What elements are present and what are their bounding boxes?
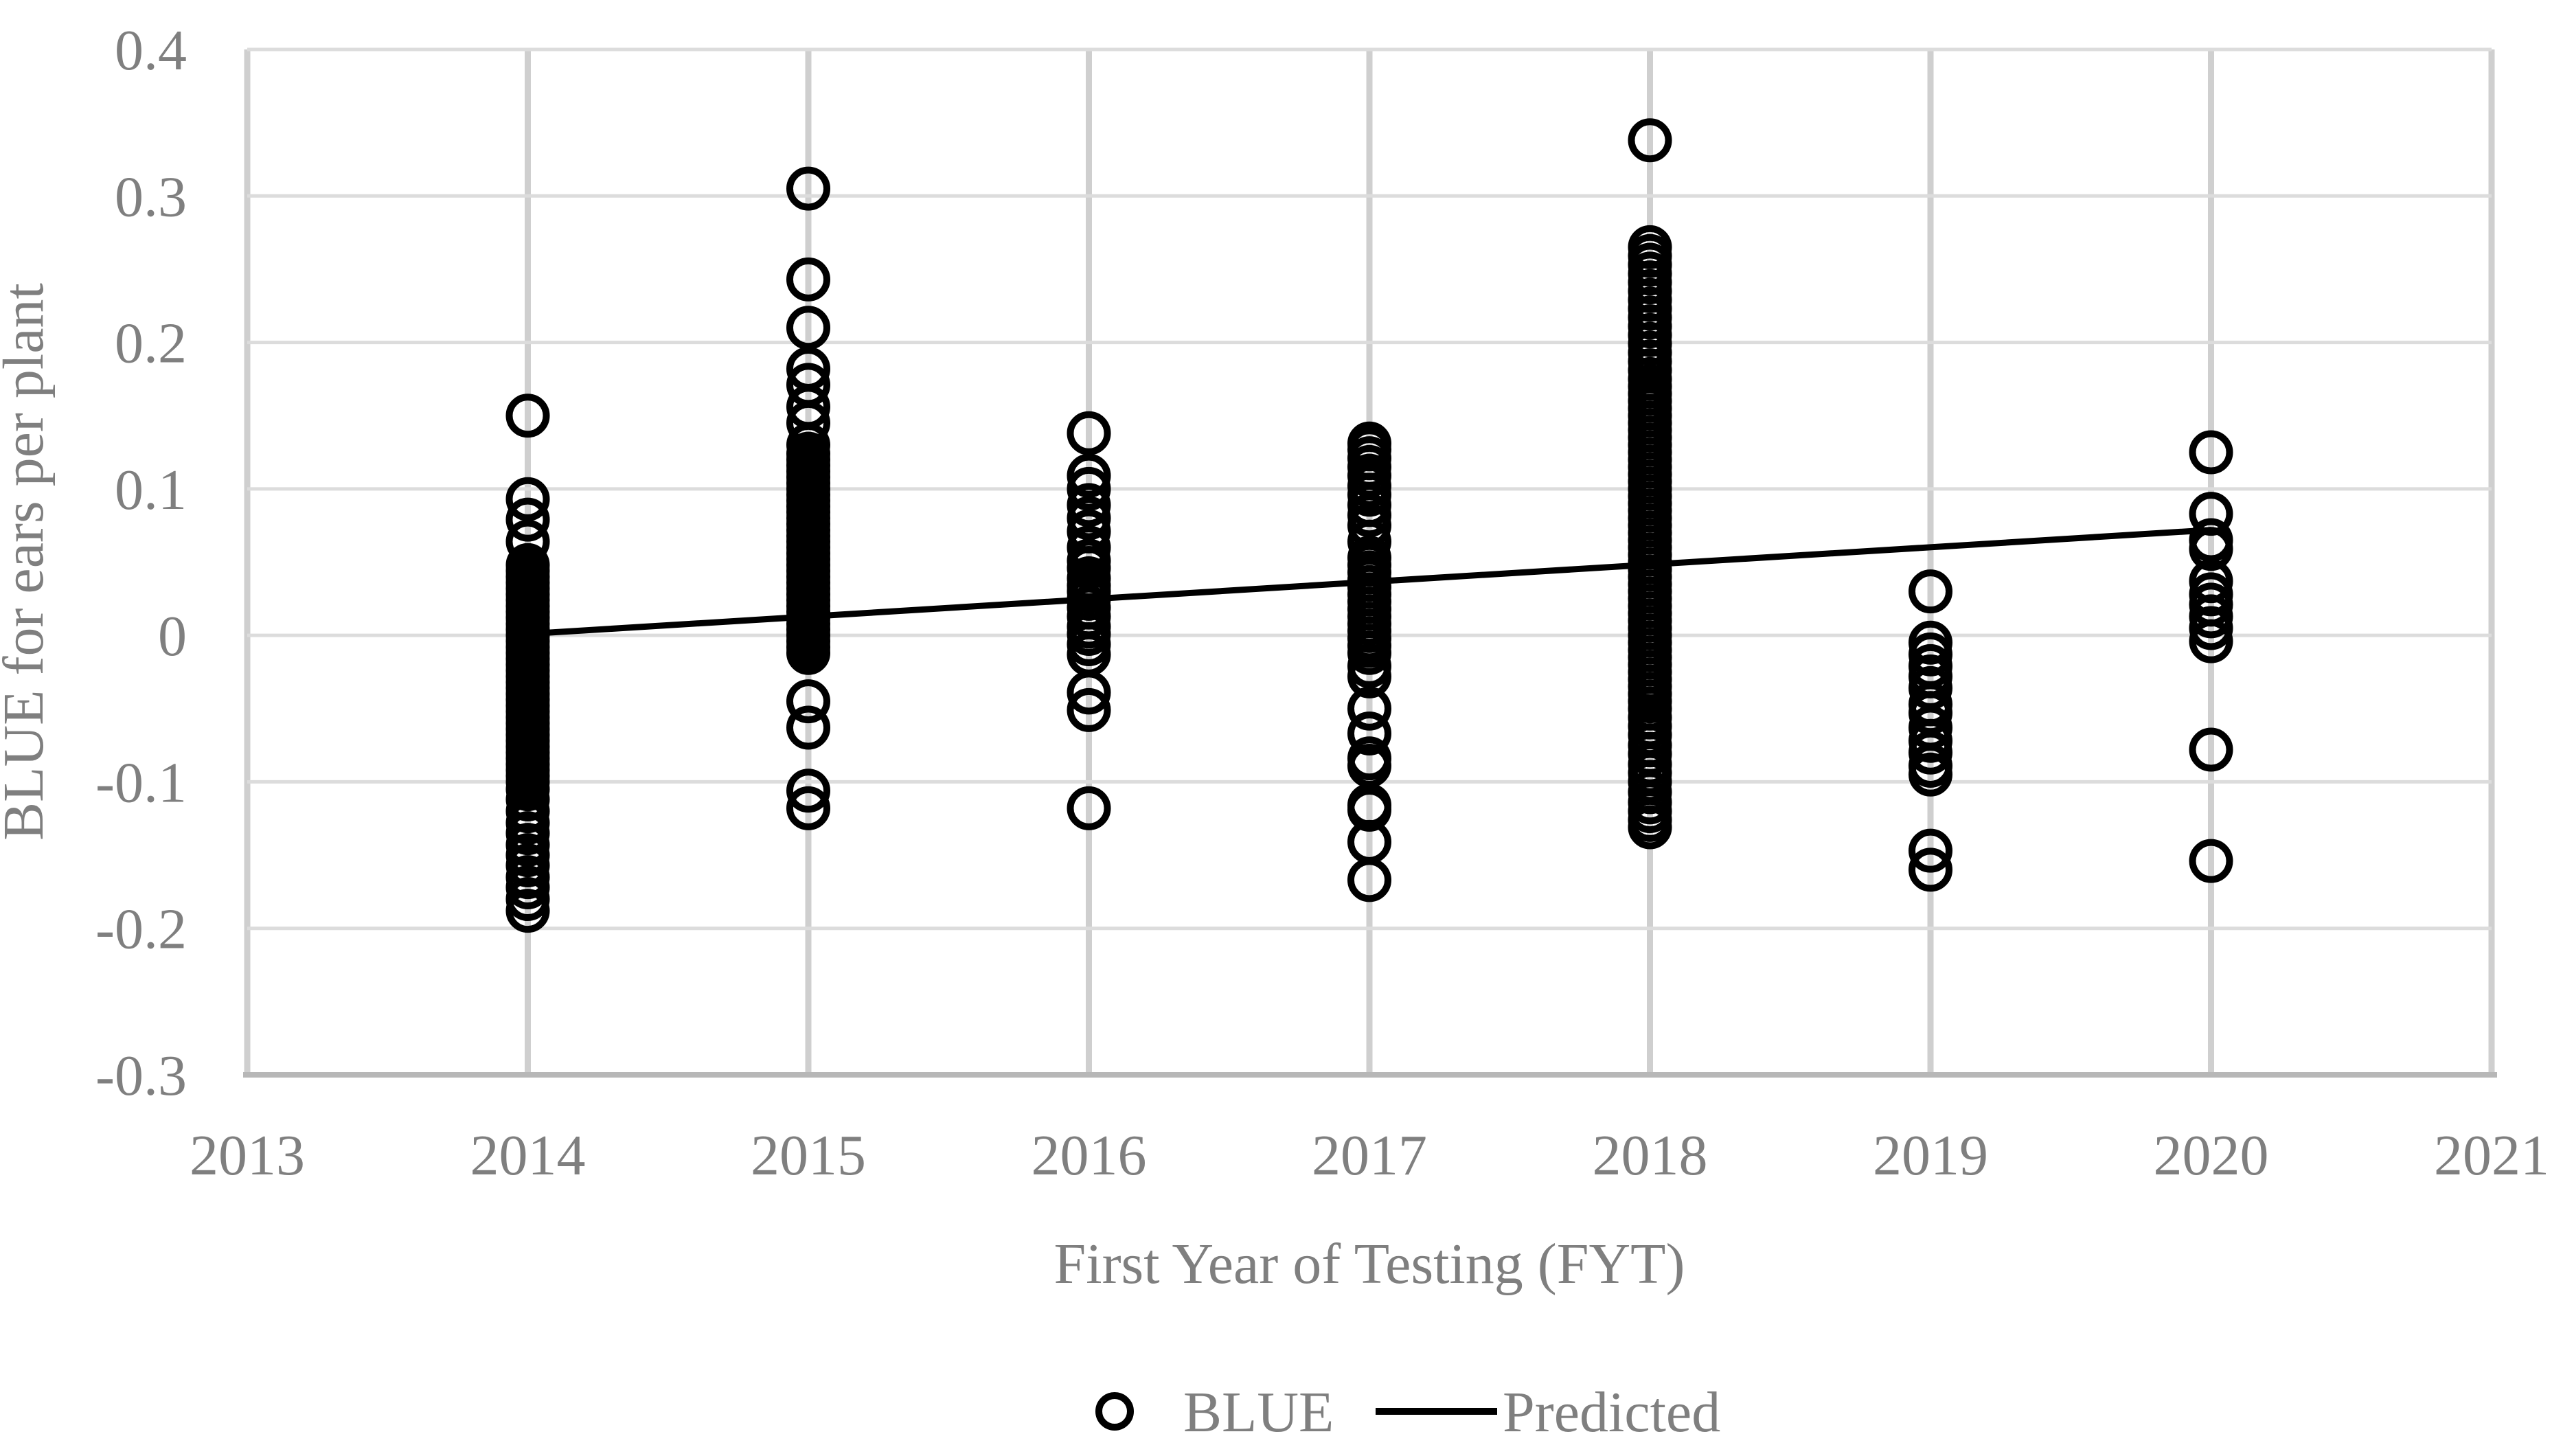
data-point-circle [786,679,830,724]
x-axis-title: First Year of Testing (FYT) [1054,1232,1685,1296]
data-point-circle [1909,828,1952,873]
data-point-circle [2189,619,2233,663]
data-point-circle [505,497,550,542]
x-tick-label: 2019 [1873,1124,1988,1187]
data-point-circle [505,477,550,521]
data-point-circle [1347,858,1391,902]
y-tick-label: 0.4 [115,19,187,82]
x-tick-label: 2015 [751,1124,866,1187]
data-point-circle [1347,787,1391,832]
data-point-circle [1628,805,1672,850]
x-tick-label: 2013 [190,1124,305,1187]
y-tick-label: -0.3 [95,1044,187,1108]
y-tick-label: 0.3 [115,165,187,229]
chart-generated-layer: 2013 2014 2015 2016 2017 2018 2019 2020 2021 0.4 0… [95,19,2549,1187]
legend-label-blue: BLUE [1183,1380,1334,1444]
data-point-circle [1067,453,1111,498]
data-point-circle [2189,727,2233,772]
y-tick-label: -0.1 [95,751,187,815]
y-tick-label: 0 [158,604,187,668]
y-tick-label: 0.1 [115,458,187,522]
x-tick-label: 2018 [1593,1124,1708,1187]
trend-line [527,527,2211,637]
data-point-circle [1347,712,1391,756]
data-point-circle [1067,411,1111,455]
data-point-circle [1347,654,1391,698]
data-point-circle [1909,569,1952,614]
data-point-circle [1067,496,1111,541]
data-point-circle [1067,466,1111,511]
legend-label-predicted: Predicted [1503,1380,1720,1444]
data-point-circle [1067,483,1111,527]
data-point-circle [786,257,830,302]
data-point-circle [2189,606,2233,650]
legend: BLUE Predicted [1095,1380,1720,1444]
legend-blue-marker-icon [1095,1392,1134,1431]
y-axis-title: BLUE for ears per plant [0,283,56,841]
data-point-circle [786,630,830,675]
data-point-circle [1067,687,1111,732]
x-tick-label: 2020 [2154,1124,2269,1187]
data-point-circle [2189,430,2233,475]
data-point-circle [1909,848,1952,892]
data-point-circle [1347,630,1391,675]
x-tick-label: 2021 [2434,1124,2549,1187]
data-point-circle [1909,752,1952,797]
x-tick-label: 2017 [1312,1124,1427,1187]
data-point-circle [2189,839,2233,883]
data-point-circle [1628,118,1672,163]
data-point-circle [786,769,830,813]
y-tick-label: -0.2 [95,898,187,962]
data-point-circle [1347,686,1391,731]
data-point-circle [786,166,830,211]
y-tick-label: 0.2 [115,312,187,376]
data-point-circle [1067,670,1111,715]
data-point-circle [505,889,550,933]
data-point-circle [786,306,830,350]
x-tick-label: 2014 [470,1124,586,1187]
data-point-circle [1909,730,1952,775]
data-point-circle [786,786,830,830]
data-point-circle [786,705,830,750]
data-point-circle [1067,786,1111,830]
x-tick-label: 2016 [1032,1124,1147,1187]
data-point-circle [505,394,550,438]
